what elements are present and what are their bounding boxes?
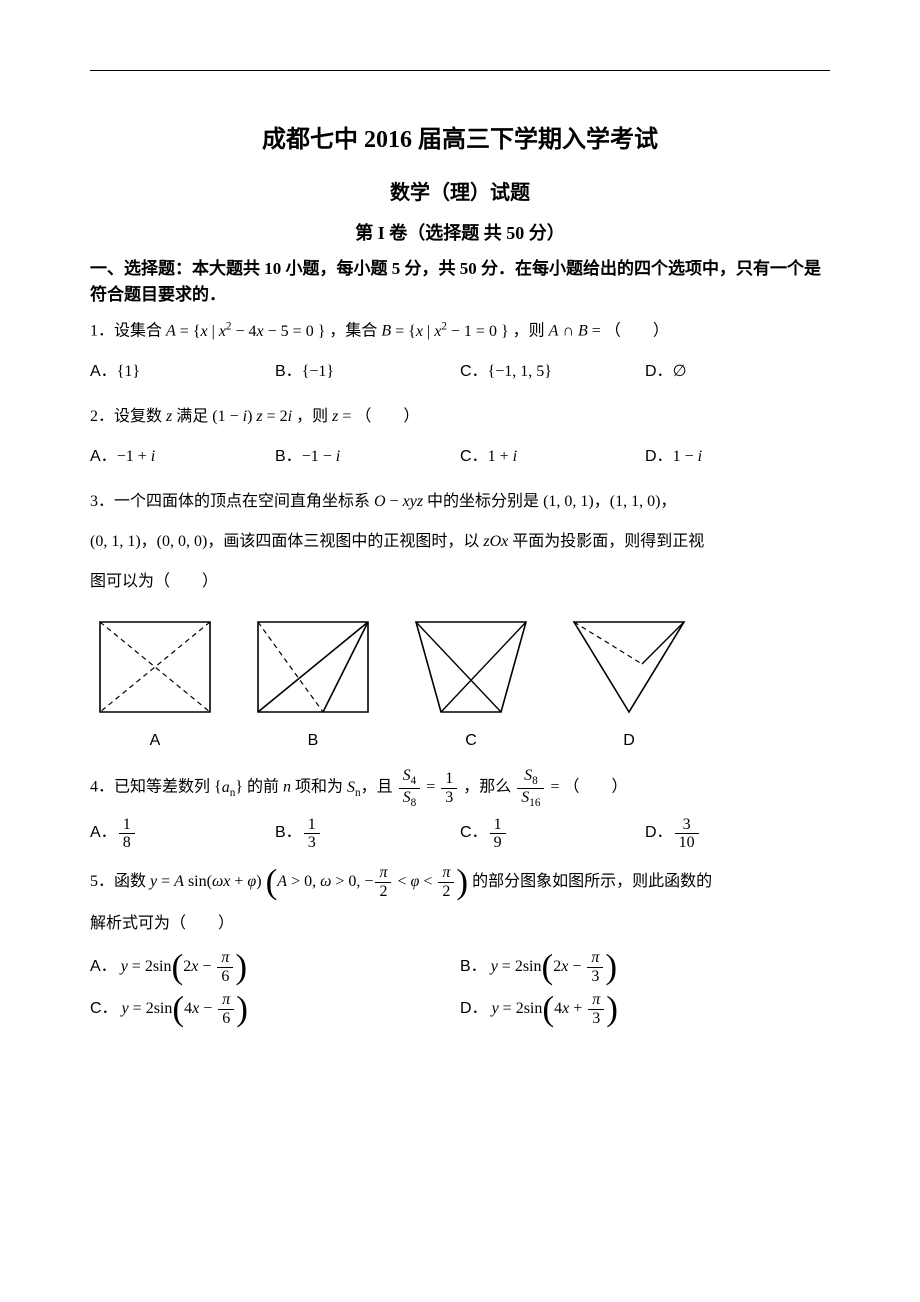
q2-opt-c: C．1 + i <box>460 439 645 474</box>
q1-set-a: A <box>166 323 176 340</box>
q4-opt-c: C．19 <box>460 815 645 851</box>
q3-fig-c <box>406 612 536 722</box>
q1-set-b-def: = {x | x2 − 1 = 0 } <box>395 323 508 340</box>
question-3-line1: 3．一个四面体的顶点在空间直角坐标系 O − xyz 中的坐标分别是 (1, 0… <box>90 486 830 518</box>
title-sub: 数学（理）试题 <box>90 177 830 209</box>
q1-options: A．{1} B．{−1} C．{−1, 1, 5} D．∅ <box>90 354 830 389</box>
q2-eq: (1 − i) z = 2i <box>212 408 292 425</box>
question-1: 1．设集合 A = {x | x2 − 4x − 5 = 0 } ，集合 B =… <box>90 315 830 347</box>
q1-pre: 1．设集合 <box>90 323 166 340</box>
q3-fig-b <box>248 612 378 722</box>
q3-label-b: B <box>248 728 378 754</box>
q4-opt-a: A．18 <box>90 815 275 851</box>
question-4: 4．已知等差数列 {an} 的前 n 项和为 Sn，且 S4S8 = 13 ，那… <box>90 767 830 809</box>
q4-opt-d: D．310 <box>645 815 830 851</box>
q5-opt-d: D． y = 2sin(4x + π3) <box>460 988 830 1030</box>
q1-set-a-def: = {x | x2 − 4x − 5 = 0 } <box>180 323 326 340</box>
q3-labels: A B C D <box>90 728 830 754</box>
q1-mid: ，集合 <box>329 323 381 340</box>
header-rule <box>90 70 830 71</box>
q1-opt-a: A．{1} <box>90 354 275 389</box>
q5-opt-a: A． y = 2sin(2x − π6) <box>90 946 460 988</box>
q1-post: ，则 <box>513 323 549 340</box>
q2-options: A．−1 + i B．−1 − i C．1 + i D．1 − i <box>90 439 830 474</box>
title-main: 成都七中 2016 届高三下学期入学考试 <box>90 121 830 159</box>
q3-figures <box>90 612 830 722</box>
title-section: 第 I 卷（选择题 共 50 分） <box>90 219 830 248</box>
question-3-line3: 图可以为（ ） <box>90 566 830 598</box>
q3-fig-d <box>564 612 694 722</box>
q1-opt-c: C．{−1, 1, 5} <box>460 354 645 389</box>
q5-opt-c: C． y = 2sin(4x − π6) <box>90 988 460 1030</box>
q3-label-a: A <box>90 728 220 754</box>
q3-fig-a <box>90 612 220 722</box>
q5-opt-b: B． y = 2sin(2x − π3) <box>460 946 830 988</box>
question-5-line2: 解析式可为（ ） <box>90 908 830 940</box>
q1-opt-d: D．∅ <box>645 354 830 389</box>
q3-label-c: C <box>406 728 536 754</box>
q4-options: A．18 B．13 C．19 D．310 <box>90 815 830 851</box>
q1-opt-b: B．{−1} <box>275 354 460 389</box>
q2-opt-a: A．−1 + i <box>90 439 275 474</box>
q1-set-b: B <box>381 323 391 340</box>
q2-pre: 2．设复数 <box>90 408 166 425</box>
q1-blank: （ ） <box>605 323 669 340</box>
q1-inter: A <box>549 323 559 340</box>
q5-options: A． y = 2sin(2x − π6) B． y = 2sin(2x − π3… <box>90 946 830 1029</box>
question-5: 5．函数 y = A sin(ωx + φ) (A > 0, ω > 0, −π… <box>90 864 830 900</box>
q2-opt-d: D．1 − i <box>645 439 830 474</box>
instructions: 一、选择题：本大题共 10 小题，每小题 5 分，共 50 分．在每小题给出的四… <box>90 256 830 307</box>
q4-opt-b: B．13 <box>275 815 460 851</box>
q3-label-d: D <box>564 728 694 754</box>
question-3-line2: (0, 1, 1)，(0, 0, 0)，画该四面体三视图中的正视图时，以 zOx… <box>90 526 830 558</box>
question-2: 2．设复数 z 满足 (1 − i) z = 2i ，则 z = （ ） <box>90 401 830 433</box>
q2-opt-b: B．−1 − i <box>275 439 460 474</box>
